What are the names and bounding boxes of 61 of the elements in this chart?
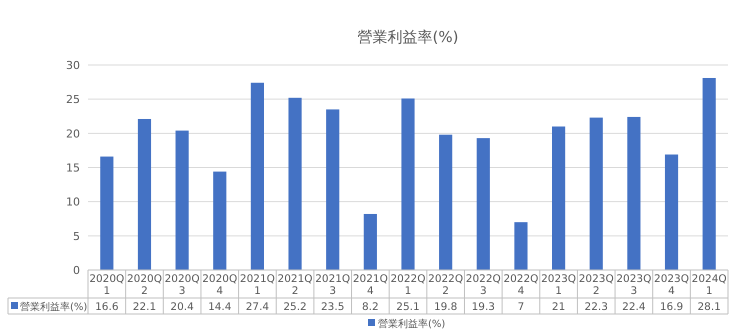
y-tick-label: 5 [73, 230, 80, 243]
bar [439, 134, 452, 270]
x-tick-label: 2022Q4 [503, 273, 538, 297]
x-tick-label: 2024Q1 [692, 273, 727, 297]
y-tick-label: 10 [66, 196, 80, 209]
bar [590, 118, 603, 270]
bar [664, 154, 678, 270]
data-label: 23.5 [321, 301, 344, 313]
bar [514, 222, 528, 270]
data-label: 22.1 [132, 301, 156, 313]
bar [364, 214, 377, 270]
y-tick-label: 20 [66, 127, 80, 140]
x-tick-label: 2022Q2 [428, 273, 464, 297]
legend-label: 營業利益率(%) [20, 301, 88, 313]
x-tick-label: 2020Q1 [89, 273, 124, 297]
x-tick-label: 2020Q2 [126, 273, 162, 297]
data-label: 19.8 [434, 301, 458, 313]
x-tick-label: 2021Q1 [240, 273, 275, 297]
x-tick-label: 2023Q3 [616, 273, 652, 297]
data-label: 20.4 [170, 301, 194, 313]
bar [138, 118, 152, 270]
x-tick-label: 2023Q2 [578, 273, 614, 297]
data-label: 28.1 [697, 301, 721, 313]
data-label: 22.4 [622, 301, 646, 313]
x-tick-label: 2020Q4 [202, 273, 238, 297]
data-label: 19.3 [472, 301, 495, 313]
x-tick-label: 2023Q1 [541, 273, 576, 297]
data-label: 16.6 [95, 301, 119, 313]
bar [552, 126, 566, 270]
bar [213, 172, 226, 270]
x-tick-label: 2023Q4 [654, 273, 690, 297]
data-label: 22.3 [584, 301, 608, 313]
bar [176, 130, 189, 270]
data-label: 14.4 [208, 301, 232, 313]
x-tick-label: 2022Q1 [390, 273, 426, 297]
data-label: 7 [518, 301, 524, 313]
bar [100, 156, 114, 270]
bar [288, 98, 302, 270]
x-tick-label: 2022Q3 [466, 273, 501, 297]
x-tick-label: 2020Q3 [164, 273, 200, 297]
x-tick-label: 2021Q4 [352, 273, 388, 297]
legend: 營業利益率(%) [368, 319, 446, 330]
data-label: 25.2 [283, 301, 307, 313]
bar [326, 109, 340, 270]
data-label: 16.9 [660, 301, 684, 313]
x-tick-label: 2021Q3 [315, 273, 350, 297]
bar [401, 98, 415, 270]
bar [702, 78, 716, 270]
y-tick-label: 0 [73, 264, 80, 277]
y-tick-label: 15 [66, 162, 80, 174]
data-label: 21 [552, 301, 566, 313]
y-tick-label: 25 [66, 93, 80, 106]
bar [250, 82, 264, 270]
x-tick-label: 2021Q2 [278, 273, 313, 297]
chart-title: 營業利益率(%) [358, 28, 458, 46]
bar [476, 138, 490, 270]
bar [627, 116, 640, 270]
data-label: 8.2 [362, 301, 379, 313]
data-label: 27.4 [246, 301, 270, 313]
data-label: 25.1 [396, 301, 420, 313]
y-tick-label: 30 [66, 59, 80, 72]
